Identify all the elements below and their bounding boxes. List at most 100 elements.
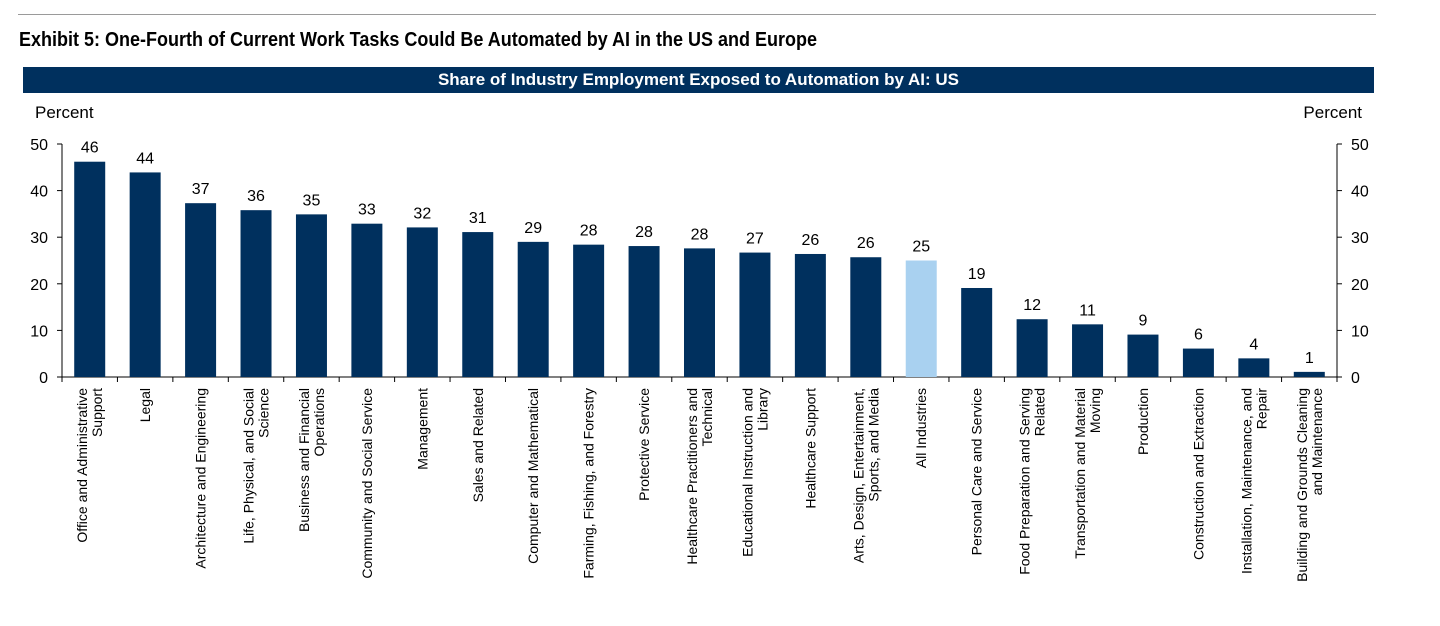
bar (1238, 358, 1270, 377)
top-rule (18, 14, 1376, 15)
bar (850, 257, 882, 377)
category-label: Business and Financial Operations (296, 388, 327, 532)
category-label-line: Sports, and Media (865, 388, 881, 502)
category-label: Building and Grounds Cleaning and Mainten… (1294, 388, 1325, 582)
data-label: 37 (192, 181, 210, 198)
category-label-line: Personal Care and Service (969, 388, 985, 556)
category-label-line: Computer and Mathematical (525, 388, 541, 564)
category-label: Food Preparation and Serving Related (1017, 388, 1048, 575)
bar (1293, 371, 1325, 377)
data-label: 28 (635, 224, 653, 241)
y-tick-label-left: 50 (30, 137, 48, 154)
category-label-line: Farming, Fishing, and Forestry (581, 388, 597, 579)
y-tick-label-right: 20 (1351, 277, 1369, 294)
category-label: Management (414, 388, 430, 470)
category-label-line: Educational Instruction and (739, 388, 755, 557)
category-label-line: Food Preparation and Serving (1017, 388, 1033, 575)
data-label: 11 (1079, 302, 1096, 319)
category-label-line: Construction and Extraction (1190, 388, 1206, 560)
category-label-line: Legal (137, 388, 153, 422)
data-label: 25 (912, 239, 930, 256)
category-label-line: Science (256, 388, 272, 438)
data-label: 46 (81, 140, 99, 157)
category-label: Legal (137, 388, 153, 422)
data-label: 26 (801, 232, 819, 249)
bar (684, 248, 715, 377)
category-label: Installation, Maintenance, and Repair (1238, 388, 1269, 574)
category-label-line: All Industries (913, 388, 929, 468)
bar (517, 241, 549, 377)
data-label: 32 (413, 205, 431, 222)
category-label-line: Community and Social Service (359, 388, 375, 579)
bar (129, 172, 161, 377)
bar (794, 253, 826, 377)
category-label-line: Protective Service (636, 388, 652, 501)
y-tick-label-right: 10 (1351, 323, 1369, 340)
bar (1016, 319, 1048, 377)
bar (295, 214, 327, 377)
y-tick-label-right: 50 (1351, 137, 1369, 154)
data-label: 44 (136, 150, 154, 167)
category-label-line: and Maintenance (1309, 388, 1325, 496)
data-label: 4 (1249, 336, 1258, 353)
category-label: Office and Administrative Support (74, 388, 105, 543)
y-tick-label-right: 0 (1351, 370, 1360, 387)
bar (351, 223, 383, 377)
category-label-line: Moving (1087, 388, 1103, 433)
y-tick-label-left: 30 (30, 230, 48, 247)
y-tick-label-right: 30 (1351, 230, 1369, 247)
bars (74, 161, 1325, 377)
category-label-line: Management (414, 388, 430, 470)
exhibit-title: Exhibit 5: One-Fourth of Current Work Ta… (19, 29, 818, 51)
data-label: 36 (247, 188, 265, 205)
category-label-line: Life, Physical, and Social (241, 388, 257, 544)
category-label-line: Building and Grounds Cleaning (1294, 388, 1310, 582)
category-label-line: Installation, Maintenance, and (1238, 388, 1254, 574)
data-label: 27 (746, 231, 764, 248)
category-label-line: Healthcare Practitioners and (684, 388, 700, 565)
bar (573, 244, 605, 377)
category-label: Personal Care and Service (969, 388, 985, 556)
category-label: Protective Service (636, 388, 652, 501)
y-axis-right-unit: Percent (1303, 103, 1362, 122)
axes: 0 0 10 10 20 20 30 30 40 40 50 50 (30, 137, 1369, 387)
bar (1182, 348, 1214, 377)
category-label-line: Healthcare Support (802, 388, 818, 509)
data-label: 26 (857, 235, 875, 252)
data-label: 28 (691, 226, 709, 243)
category-label-line: Support (89, 388, 105, 437)
bar (628, 246, 660, 377)
data-label: 9 (1139, 313, 1148, 330)
category-label-line: Production (1135, 388, 1151, 455)
bar (406, 227, 438, 377)
category-label: Computer and Mathematical (525, 388, 541, 564)
data-label: 19 (968, 266, 986, 283)
bar (1127, 334, 1159, 377)
y-tick-label-left: 10 (30, 323, 48, 340)
bar (961, 287, 993, 377)
category-label: Community and Social Service (359, 388, 375, 579)
category-labels: Office and Administrative Support Legal Arc… (74, 388, 1325, 582)
category-label-line: Related (1032, 388, 1048, 436)
category-label: Production (1135, 388, 1151, 455)
data-labels: 46 44 37 36 35 33 32 31 29 28 28 28 27 26 26 25 19 12 11 9 6… (81, 140, 1314, 367)
bar (739, 252, 771, 377)
bar (185, 203, 217, 377)
bar (240, 210, 272, 377)
category-label: Construction and Extraction (1190, 388, 1206, 560)
category-label: Sales and Related (470, 388, 486, 502)
category-label-line: Repair (1253, 388, 1269, 430)
y-tick-label-left: 40 (30, 184, 48, 201)
category-label-line: Business and Financial (296, 388, 312, 532)
category-label-line: Technical (699, 388, 715, 446)
category-label: Life, Physical, and Social Science (241, 388, 272, 544)
data-label: 29 (524, 220, 542, 237)
data-label: 33 (358, 202, 376, 219)
chart-title: Share of Industry Employment Exposed to … (437, 70, 960, 89)
data-label: 6 (1194, 327, 1203, 344)
y-tick-label-right: 40 (1351, 184, 1369, 201)
category-label-line: Transportation and Material (1072, 388, 1088, 559)
data-label: 35 (303, 192, 321, 209)
bar (1072, 324, 1104, 377)
data-label: 1 (1305, 350, 1314, 367)
